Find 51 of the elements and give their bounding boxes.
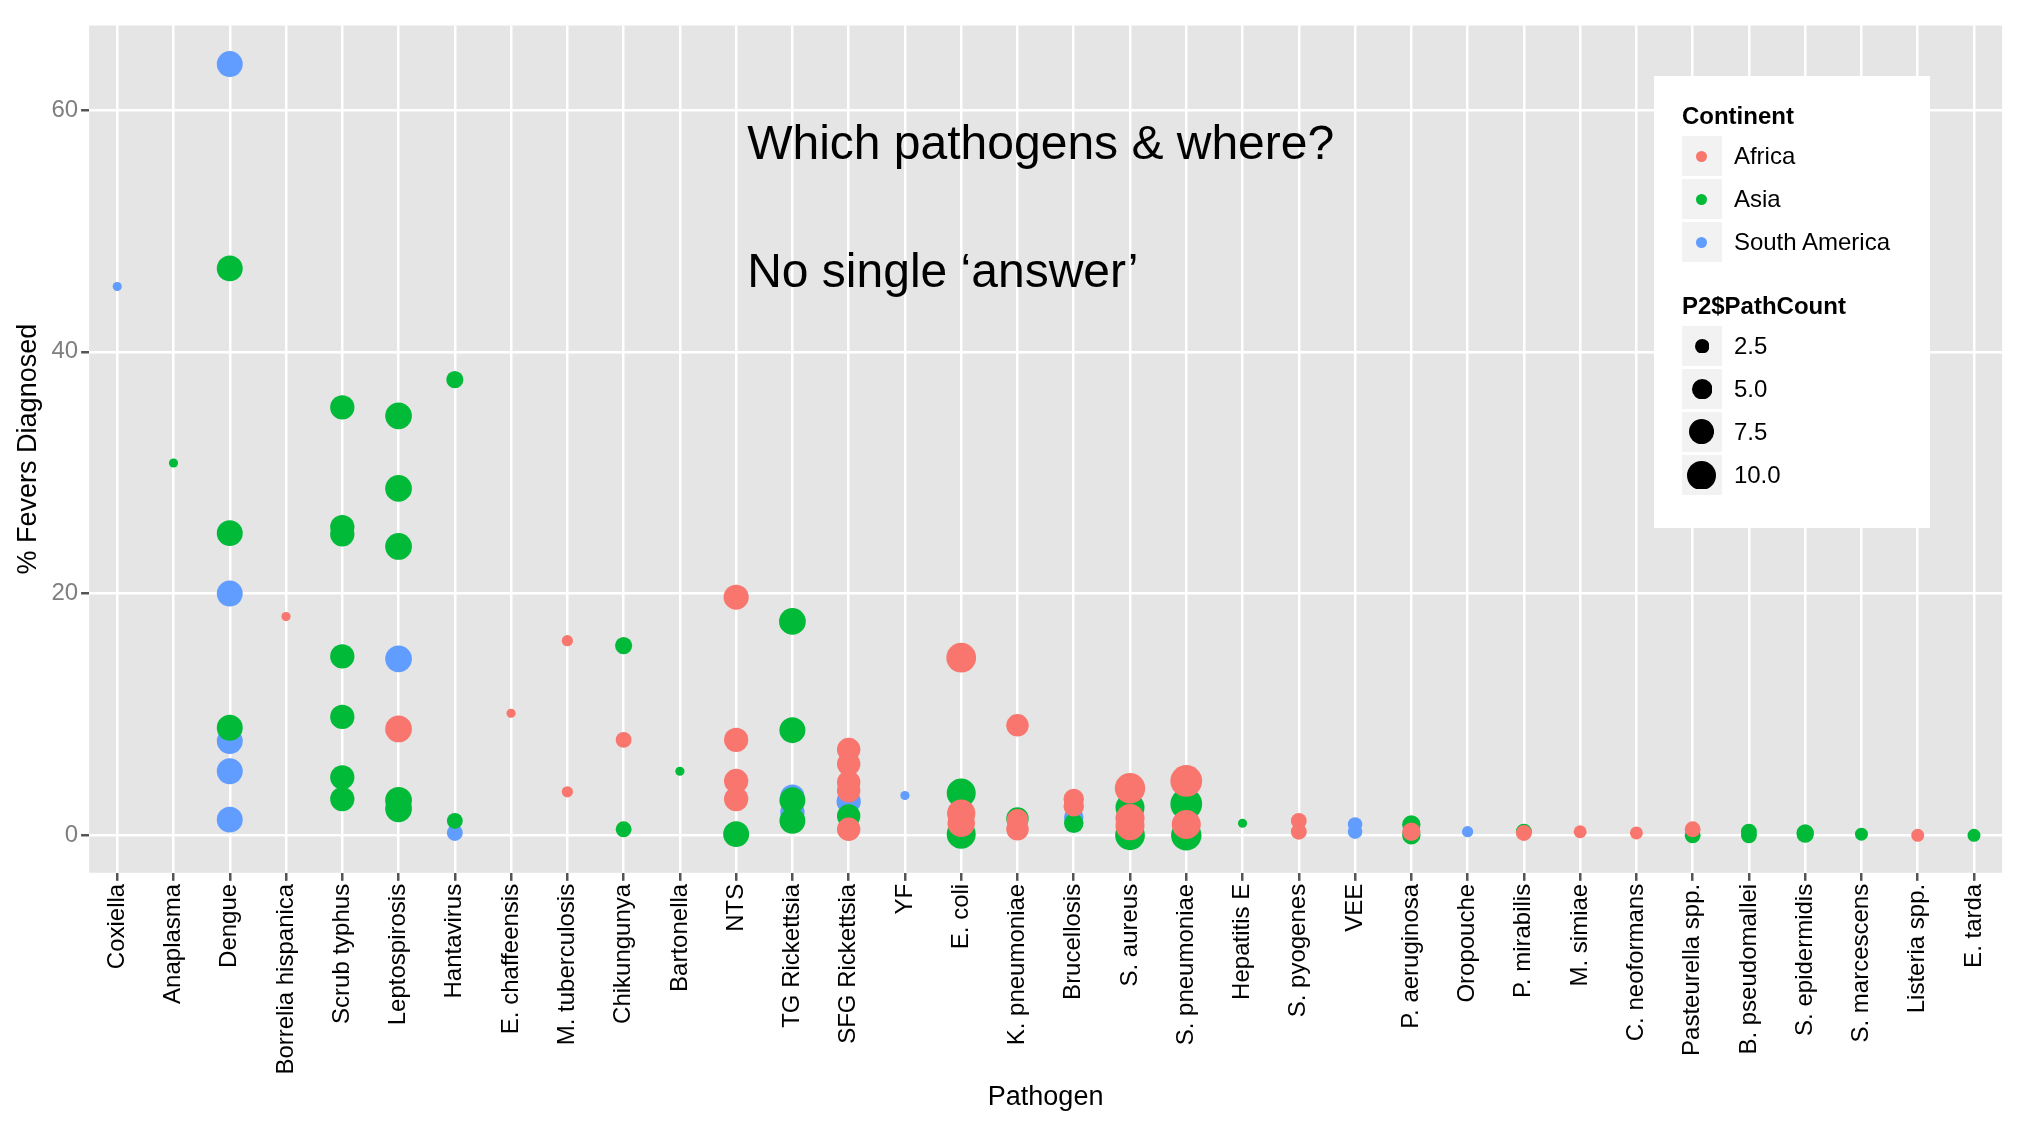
x-tick-label: Dengue bbox=[214, 883, 242, 968]
legend-label: Africa bbox=[1733, 142, 1796, 170]
y-tick-label: 20 bbox=[51, 578, 79, 606]
x-tick-label: Coxiella bbox=[101, 883, 129, 970]
x-tick-label: M. simiae bbox=[1564, 883, 1592, 987]
x-tick-label: YF bbox=[889, 883, 917, 915]
y-axis-title: % Fevers Diagnosed bbox=[11, 323, 42, 575]
text: Continent bbox=[1681, 102, 1794, 129]
y-tick-label: 0 bbox=[64, 819, 79, 847]
x-tick-label: Borrelia hispanica bbox=[270, 883, 298, 1075]
x-tick-label: Anaplasma bbox=[158, 883, 186, 1004]
x-tick-label: VEE bbox=[1339, 883, 1367, 932]
x-tick-label: E. coli bbox=[945, 883, 973, 950]
x-tick-label: S. epidermidis bbox=[1789, 883, 1817, 1036]
x-tick-label: TG Rickettsia bbox=[777, 883, 805, 1028]
text: P2$PathCount bbox=[1681, 292, 1846, 319]
x-axis-title: Pathogen bbox=[987, 1081, 1104, 1112]
x-tick-label: S. pneumoniae bbox=[1170, 883, 1198, 1046]
annotation: Which pathogens & where? bbox=[747, 115, 1335, 169]
x-tick-label: S. marcescens bbox=[1846, 883, 1874, 1043]
legend-label: South America bbox=[1733, 228, 1890, 256]
legend-label: 5.0 bbox=[1733, 375, 1768, 403]
legend-label: 2.5 bbox=[1733, 332, 1768, 360]
x-tick-label: P. aeruginosa bbox=[1395, 883, 1423, 1029]
x-tick-label: S. aureus bbox=[1114, 883, 1142, 987]
y-tick-label: 40 bbox=[51, 336, 79, 364]
x-tick-label: S. pyogenes bbox=[1283, 883, 1311, 1018]
x-tick-label: Oropouche bbox=[1452, 883, 1480, 1003]
x-tick-label: P. mirabilis bbox=[1508, 883, 1536, 999]
x-tick-label: Leptospirosis bbox=[383, 883, 411, 1026]
x-tick-label: E. tarda bbox=[1958, 883, 1986, 968]
x-tick-label: B. pseudomallei bbox=[1733, 883, 1761, 1055]
x-tick-label: K. pneumoniae bbox=[1002, 883, 1030, 1046]
x-tick-label: Scrub typhus bbox=[326, 883, 354, 1024]
x-tick-label: NTS bbox=[720, 883, 748, 932]
annotation: No single ‘answer’ bbox=[747, 243, 1139, 297]
x-tick-label: C. neoformans bbox=[1621, 883, 1649, 1042]
x-tick-label: M. tuberculosis bbox=[551, 883, 579, 1046]
x-tick-label: Brucellosis bbox=[1058, 883, 1086, 1000]
x-tick-label: Bartonella bbox=[664, 883, 692, 992]
x-tick-label: Chikungunya bbox=[608, 883, 636, 1024]
x-tick-label: Hantavirus bbox=[439, 883, 467, 999]
legend-label: 7.5 bbox=[1733, 418, 1768, 446]
legend-label: 10.0 bbox=[1733, 461, 1781, 489]
y-tick-label: 60 bbox=[51, 94, 79, 122]
x-tick-label: Hepatitis E bbox=[1227, 883, 1255, 1000]
legend-label: Asia bbox=[1733, 185, 1781, 213]
x-tick-label: E. chaffeensis bbox=[495, 883, 523, 1035]
x-tick-label: Pasteurella spp. bbox=[1677, 883, 1705, 1056]
x-tick-label: Listeria spp. bbox=[1902, 883, 1930, 1014]
x-tick-label: SFG Rickettsia bbox=[833, 883, 861, 1044]
